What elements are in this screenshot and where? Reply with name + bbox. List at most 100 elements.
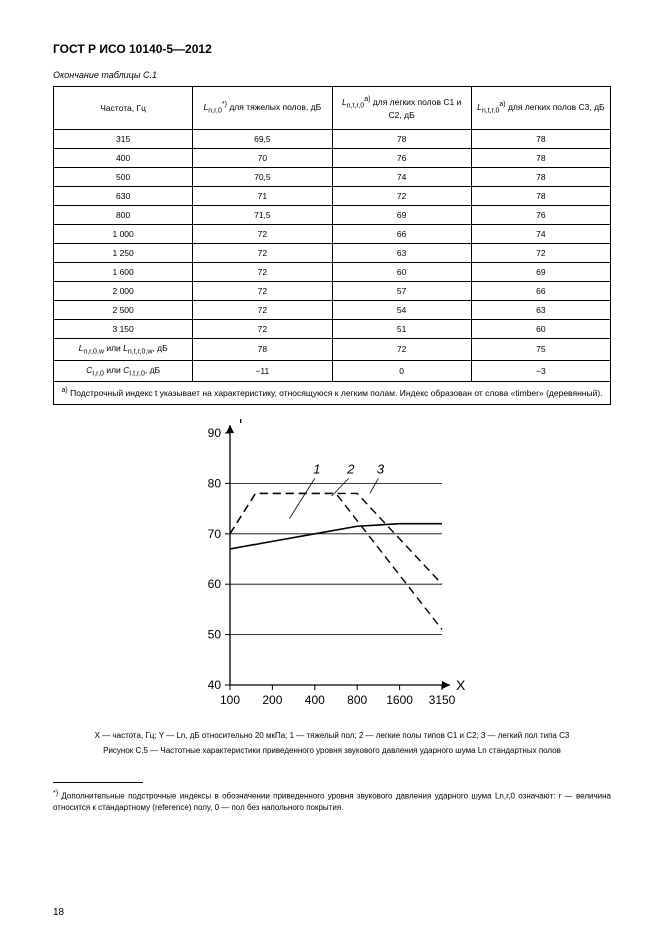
- svg-text:60: 60: [208, 577, 222, 591]
- svg-text:40: 40: [208, 678, 222, 692]
- table-row: 31569,57878: [54, 130, 611, 149]
- table-cell: 51: [332, 320, 471, 339]
- table-cell: 69: [471, 263, 610, 282]
- table-cell: 1 600: [54, 263, 193, 282]
- table-row: 50070,57478: [54, 168, 611, 187]
- table-cell: 71,5: [193, 206, 332, 225]
- table-cell: 74: [471, 225, 610, 244]
- svg-text:50: 50: [208, 627, 222, 641]
- svg-text:1600: 1600: [386, 693, 413, 707]
- chart: 40 50 60 70 80 90 100 200 400 800 1600 3150 Y X 1 2 3: [182, 419, 482, 719]
- table-cell: 72: [332, 187, 471, 206]
- table-cell: 72: [471, 244, 610, 263]
- table-row: CI,r,0 или CI,t,r,0, дБ−110−3: [54, 360, 611, 382]
- table-cell: 66: [471, 282, 610, 301]
- svg-text:80: 80: [208, 476, 222, 490]
- table-cell: 78: [471, 130, 610, 149]
- table-cell: 72: [193, 320, 332, 339]
- table-cell: 63: [332, 244, 471, 263]
- svg-text:1: 1: [313, 461, 320, 476]
- table-footnote-text: Подстрочный индекс t указывает на характ…: [70, 388, 602, 398]
- col-header-freq: Частота, Гц: [54, 87, 193, 130]
- table-cell: 800: [54, 206, 193, 225]
- table-cell: 70: [193, 149, 332, 168]
- table-row: 1 250726372: [54, 244, 611, 263]
- svg-text:Y: Y: [236, 419, 246, 426]
- footnote-divider: [53, 782, 143, 783]
- page-number: 18: [53, 907, 64, 918]
- table-cell: 2 500: [54, 301, 193, 320]
- chart-caption-line1: X — частота, Гц; Y — Ln, дБ относительно…: [95, 731, 570, 740]
- bottom-footnote: *) Дополнительные подстрочные индексы в …: [53, 789, 611, 813]
- table-cell: 78: [193, 339, 332, 361]
- table-row: 630717278: [54, 187, 611, 206]
- svg-text:2: 2: [346, 461, 355, 476]
- table-cell: 70,5: [193, 168, 332, 187]
- table-row: Ln,r,0,w или Ln,t,r,0,w, дБ787275: [54, 339, 611, 361]
- th2-txt: для легких полов С1 и С2, дБ: [370, 97, 461, 120]
- table-cell: 72: [193, 263, 332, 282]
- table-row: 1 600726069: [54, 263, 611, 282]
- table-row: 2 000725766: [54, 282, 611, 301]
- svg-text:3: 3: [377, 461, 385, 476]
- svg-text:800: 800: [347, 693, 367, 707]
- svg-text:70: 70: [208, 526, 222, 540]
- table-cell: 78: [471, 168, 610, 187]
- table-cell: 72: [193, 225, 332, 244]
- table-cell: 74: [332, 168, 471, 187]
- chart-caption: X — частота, Гц; Y — Ln, дБ относительно…: [53, 730, 611, 756]
- table-row: 2 500725463: [54, 301, 611, 320]
- th1-txt: для тяжелых полов, дБ: [227, 102, 321, 112]
- table-cell: Ln,r,0,w или Ln,t,r,0,w, дБ: [54, 339, 193, 361]
- table-caption: Окончание таблицы С.1: [53, 70, 611, 80]
- col-header-heavy: Ln,r,0*) для тяжелых полов, дБ: [193, 87, 332, 130]
- table-row: 80071,56976: [54, 206, 611, 225]
- table-cell: 78: [471, 149, 610, 168]
- svg-text:400: 400: [305, 693, 325, 707]
- table-cell: 78: [471, 187, 610, 206]
- svg-text:X: X: [456, 677, 466, 693]
- data-table: Частота, Гц Ln,r,0*) для тяжелых полов, …: [53, 86, 611, 405]
- table-cell: −3: [471, 360, 610, 382]
- bottom-footnote-text: Дополнительные подстрочные индексы в обо…: [53, 792, 611, 812]
- table-cell: 71: [193, 187, 332, 206]
- table-footnote: a) Подстрочный индекс t указывает на хар…: [54, 382, 611, 404]
- table-cell: 315: [54, 130, 193, 149]
- svg-text:100: 100: [220, 693, 240, 707]
- table-cell: 66: [332, 225, 471, 244]
- doc-title: ГОСТ Р ИСО 10140-5—2012: [53, 42, 611, 56]
- table-cell: 0: [332, 360, 471, 382]
- table-row: 3 150725160: [54, 320, 611, 339]
- table-cell: 1 000: [54, 225, 193, 244]
- th2-sub: n,t,r,0: [347, 103, 365, 110]
- table-cell: 54: [332, 301, 471, 320]
- table-cell: −11: [193, 360, 332, 382]
- table-cell: 63: [471, 301, 610, 320]
- col-header-light3: Ln,t,r,0a) для легких полов С3, дБ: [471, 87, 610, 130]
- table-cell: 1 250: [54, 244, 193, 263]
- table-cell: 2 000: [54, 282, 193, 301]
- table-cell: 78: [332, 130, 471, 149]
- svg-text:3150: 3150: [429, 693, 456, 707]
- table-cell: 76: [332, 149, 471, 168]
- table-row: 400707678: [54, 149, 611, 168]
- svg-text:90: 90: [208, 426, 222, 440]
- table-cell: 630: [54, 187, 193, 206]
- col-header-light12: Ln,t,r,0a) для легких полов С1 и С2, дБ: [332, 87, 471, 130]
- table-cell: 60: [332, 263, 471, 282]
- table-cell: 72: [332, 339, 471, 361]
- th3-sub: n,t,r,0: [482, 108, 500, 115]
- chart-caption-line2: Рисунок С.5 — Частотные характеристики п…: [53, 745, 611, 756]
- table-cell: 72: [193, 244, 332, 263]
- table-cell: 72: [193, 301, 332, 320]
- th1-sub: n,r,0: [208, 108, 222, 115]
- table-cell: 76: [471, 206, 610, 225]
- table-row: 1 000726674: [54, 225, 611, 244]
- table-cell: 69,5: [193, 130, 332, 149]
- table-cell: CI,r,0 или CI,t,r,0, дБ: [54, 360, 193, 382]
- table-cell: 3 150: [54, 320, 193, 339]
- svg-text:200: 200: [262, 693, 282, 707]
- table-cell: 72: [193, 282, 332, 301]
- table-cell: 69: [332, 206, 471, 225]
- th3-txt: для легких полов С3, дБ: [506, 102, 605, 112]
